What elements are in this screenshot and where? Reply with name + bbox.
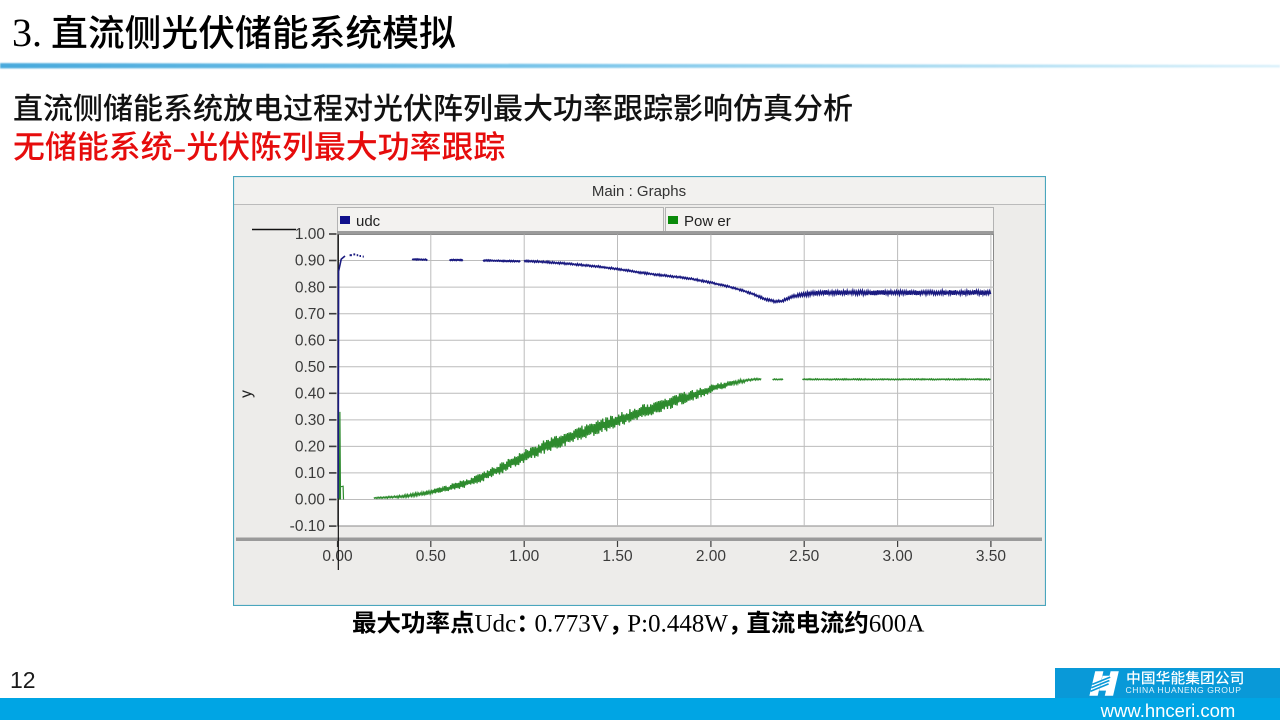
- svg-text:0.50: 0.50: [295, 359, 326, 376]
- svg-text:0.80: 0.80: [295, 279, 326, 296]
- svg-text:Main : Graphs: Main : Graphs: [592, 183, 686, 200]
- svg-text:2.50: 2.50: [789, 548, 820, 565]
- svg-text:0.70: 0.70: [295, 306, 326, 323]
- svg-text:1.00: 1.00: [295, 226, 326, 243]
- svg-text:0.60: 0.60: [295, 332, 326, 349]
- svg-text:3.50: 3.50: [976, 548, 1007, 565]
- svg-text:2.00: 2.00: [696, 548, 727, 565]
- svg-text:0.20: 0.20: [295, 439, 326, 456]
- svg-text:0.90: 0.90: [295, 253, 326, 270]
- svg-text:1.00: 1.00: [509, 548, 540, 565]
- svg-text:0.50: 0.50: [416, 548, 447, 565]
- svg-text:0.00: 0.00: [322, 548, 353, 565]
- svg-text:0.40: 0.40: [295, 386, 326, 403]
- svg-text:1.50: 1.50: [602, 548, 633, 565]
- svg-text:y: y: [238, 390, 255, 398]
- svg-text:0.10: 0.10: [295, 465, 326, 482]
- svg-text:Pow er: Pow er: [684, 213, 731, 230]
- svg-text:3.00: 3.00: [883, 548, 914, 565]
- svg-text:udc: udc: [356, 213, 381, 230]
- svg-text:-0.10: -0.10: [290, 518, 326, 535]
- svg-text:0.30: 0.30: [295, 412, 326, 429]
- svg-text:0.00: 0.00: [295, 492, 326, 509]
